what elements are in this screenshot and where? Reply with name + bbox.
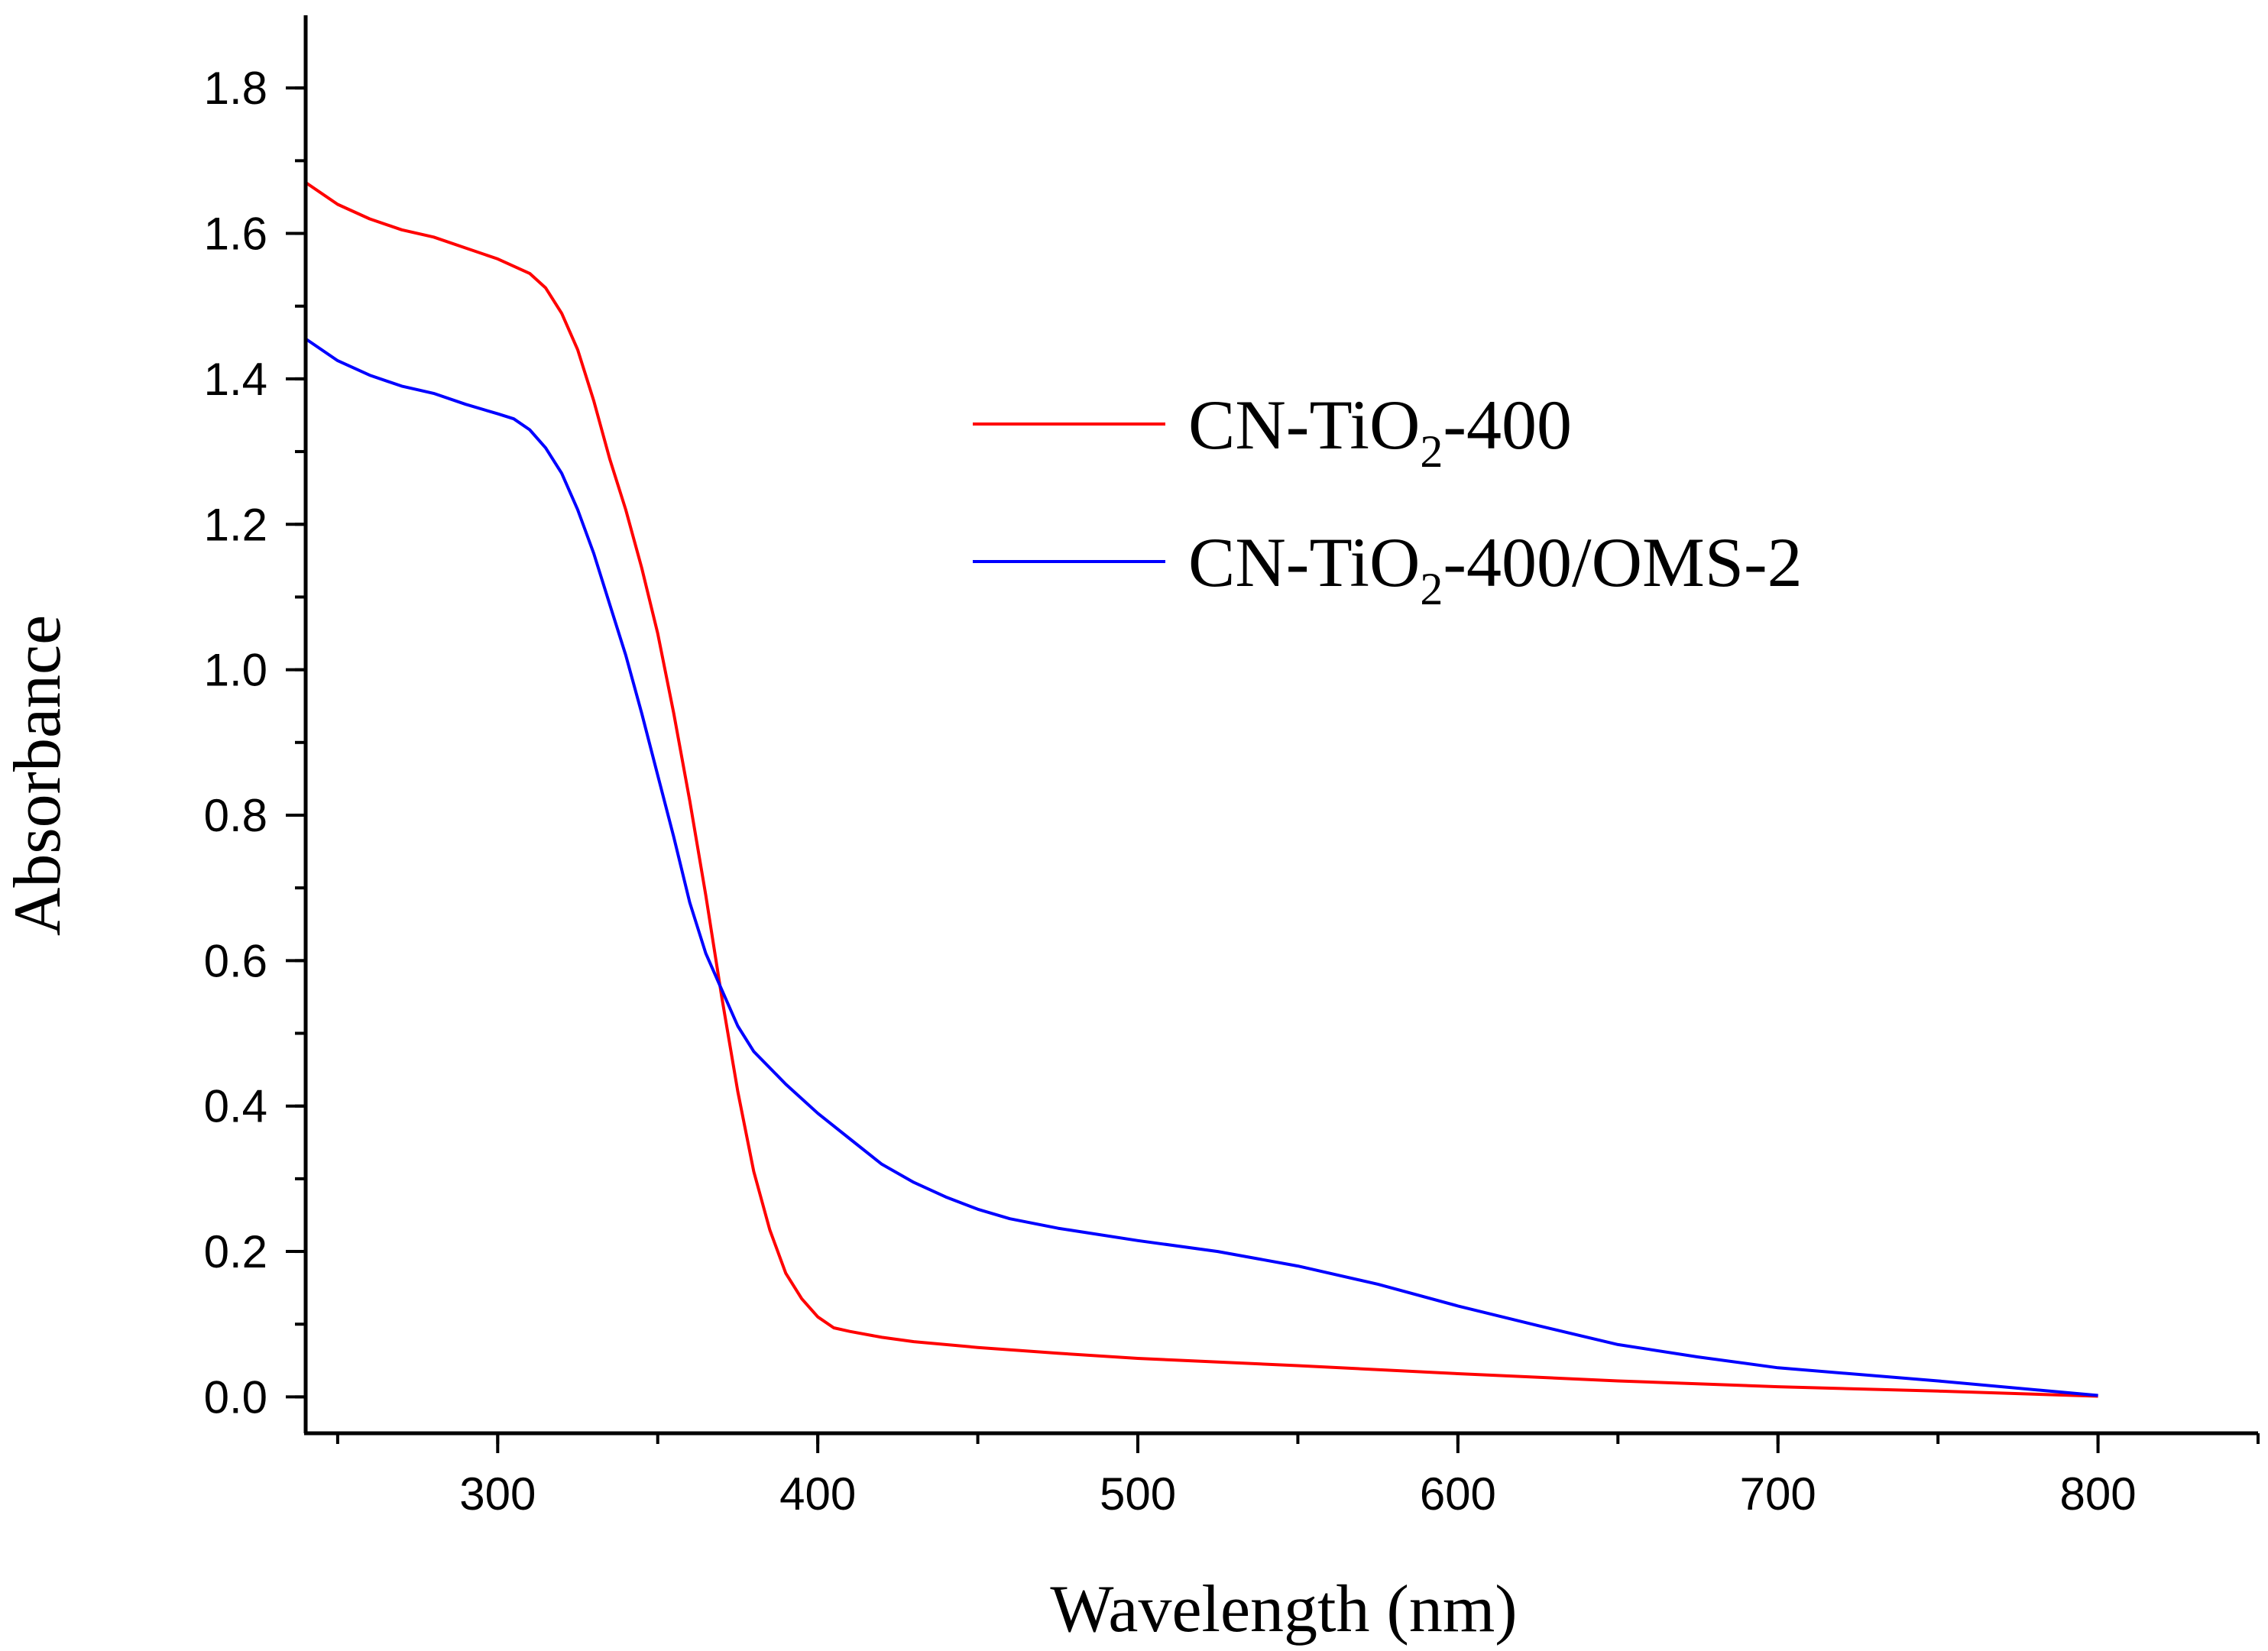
legend: CN-TiO2-400 CN-TiO2-400/OMS-2 xyxy=(973,386,1803,614)
x-tick-label: 800 xyxy=(2060,1468,2137,1520)
y-tick-label: 0.6 xyxy=(204,935,267,986)
x-tick-label: 400 xyxy=(779,1468,856,1520)
y-tick-label: 1.4 xyxy=(204,354,267,405)
legend-label-2: CN-TiO2-400/OMS-2 xyxy=(1188,523,1803,614)
x-tick-label: 300 xyxy=(459,1468,536,1520)
y-tick-label: 0.8 xyxy=(204,790,267,841)
x-tick-label: 600 xyxy=(1420,1468,1496,1520)
series-line-2 xyxy=(304,337,2098,1397)
x-tick-label: 500 xyxy=(1100,1468,1176,1520)
y-axis-title: Absorbance xyxy=(1,615,75,936)
series-line-1 xyxy=(304,181,2098,1398)
y-tick-label: 1.6 xyxy=(204,209,267,260)
y-tick-label: 1.2 xyxy=(204,499,267,550)
legend-label-1: CN-TiO2-400 xyxy=(1188,386,1572,477)
x-tick-label: 700 xyxy=(1740,1468,1816,1520)
x-axis-title: Wavelength (nm) xyxy=(1050,1572,1517,1646)
y-tick-label: 1.0 xyxy=(204,645,267,696)
y-tick-label: 0.2 xyxy=(204,1226,267,1277)
y-tick-label: 0.0 xyxy=(204,1371,267,1423)
y-tick-label: 0.4 xyxy=(204,1081,267,1132)
y-tick-label: 1.8 xyxy=(204,63,267,114)
